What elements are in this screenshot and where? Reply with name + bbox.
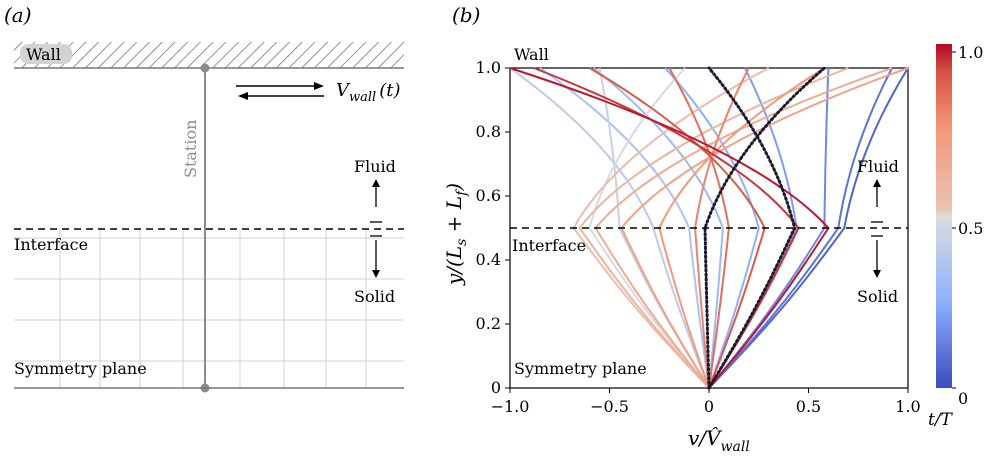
profile-curve-11: [578, 67, 849, 389]
panel-b-label: (b): [452, 3, 480, 27]
profile-curve-7: [509, 67, 710, 389]
profile-curve-0: [708, 67, 909, 389]
axis-ticks: −1.0 −0.5 0 0.5 1.0 0 0.2 0.4 0.6 0.8 1.0: [476, 58, 921, 416]
y-axis-label: y/(Ls + Lf): [442, 183, 470, 286]
panel-b: (b) Wall Interface Symmetry plane Fluid …: [442, 3, 983, 455]
colorbar-label: t/T: [928, 410, 954, 430]
interface-label-b: Interface: [512, 236, 586, 255]
station-top-dot: [200, 63, 210, 73]
fluid-solid-indicator-b: [871, 179, 883, 278]
profile-curve-9: [588, 67, 710, 389]
wall-label-b: Wall: [514, 45, 549, 64]
y-tick-label-0: 0: [491, 378, 501, 397]
y-tick-label-4: 0.8: [476, 122, 501, 141]
x-tick-label-4: 1.0: [895, 397, 920, 416]
x-tick-label-1: −0.5: [590, 397, 629, 416]
symmetry-label-a: Symmetry plane: [14, 359, 147, 378]
colorbar-tick-1: 1.0: [958, 43, 983, 62]
fluid-solid-indicator-a: [370, 179, 382, 278]
velocity-label: Vwall (t): [336, 80, 400, 105]
colorbar-tick-05: 0.5: [958, 219, 983, 238]
profile-curve-4: [664, 67, 760, 389]
x-tick-label-2: 0: [704, 397, 714, 416]
y-tick-label-3: 0.6: [476, 186, 501, 205]
panel-a: (a) Wall Station Interface: [4, 3, 404, 393]
fluid-label-b: Fluid: [857, 157, 899, 176]
x-tick-label-0: −1.0: [491, 397, 530, 416]
velocity-arrows: [236, 82, 324, 100]
interface-label-a: Interface: [14, 235, 88, 254]
fluid-label-a: Fluid: [354, 157, 396, 176]
y-tick-label-2: 0.4: [476, 250, 501, 269]
colorbar-ticks: [952, 51, 956, 389]
symmetry-label-b: Symmetry plane: [514, 359, 647, 378]
colorbar-tick-0: 0: [958, 389, 968, 408]
y-tick-label-5: 1.0: [476, 58, 501, 77]
colorbar: [936, 44, 952, 388]
panel-a-label: (a): [4, 3, 32, 27]
x-tick-label-3: 0.5: [796, 397, 821, 416]
wall-label: Wall: [26, 45, 61, 64]
solid-label-a: Solid: [354, 287, 395, 306]
x-axis-label: v/V̂wall: [688, 426, 750, 455]
dotted-profile-0: [707, 66, 797, 390]
wall-label-bg: [20, 44, 72, 64]
solid-label-b: Solid: [857, 287, 898, 306]
station-label: Station: [181, 120, 200, 178]
wall-hatch: [14, 42, 404, 68]
solid-grid: [14, 229, 404, 388]
y-tick-label-1: 0.2: [476, 314, 501, 333]
